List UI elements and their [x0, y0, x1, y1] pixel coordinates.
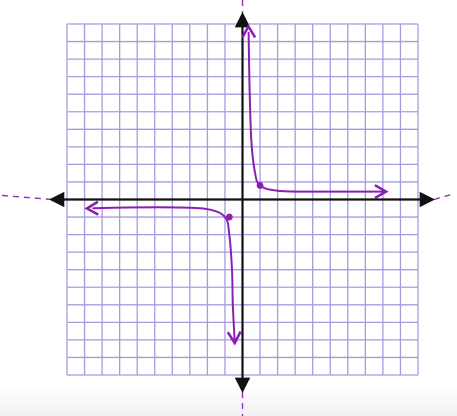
curve-branch-quadrant-I — [241, 23, 389, 200]
curve-branch-quadrant-III — [84, 200, 242, 346]
horizontal-asymptote-right — [433, 192, 456, 201]
point-quadrant-I — [256, 182, 264, 189]
horizontal-asymptote-left — [1, 194, 53, 201]
point-quadrant-III — [225, 213, 233, 221]
